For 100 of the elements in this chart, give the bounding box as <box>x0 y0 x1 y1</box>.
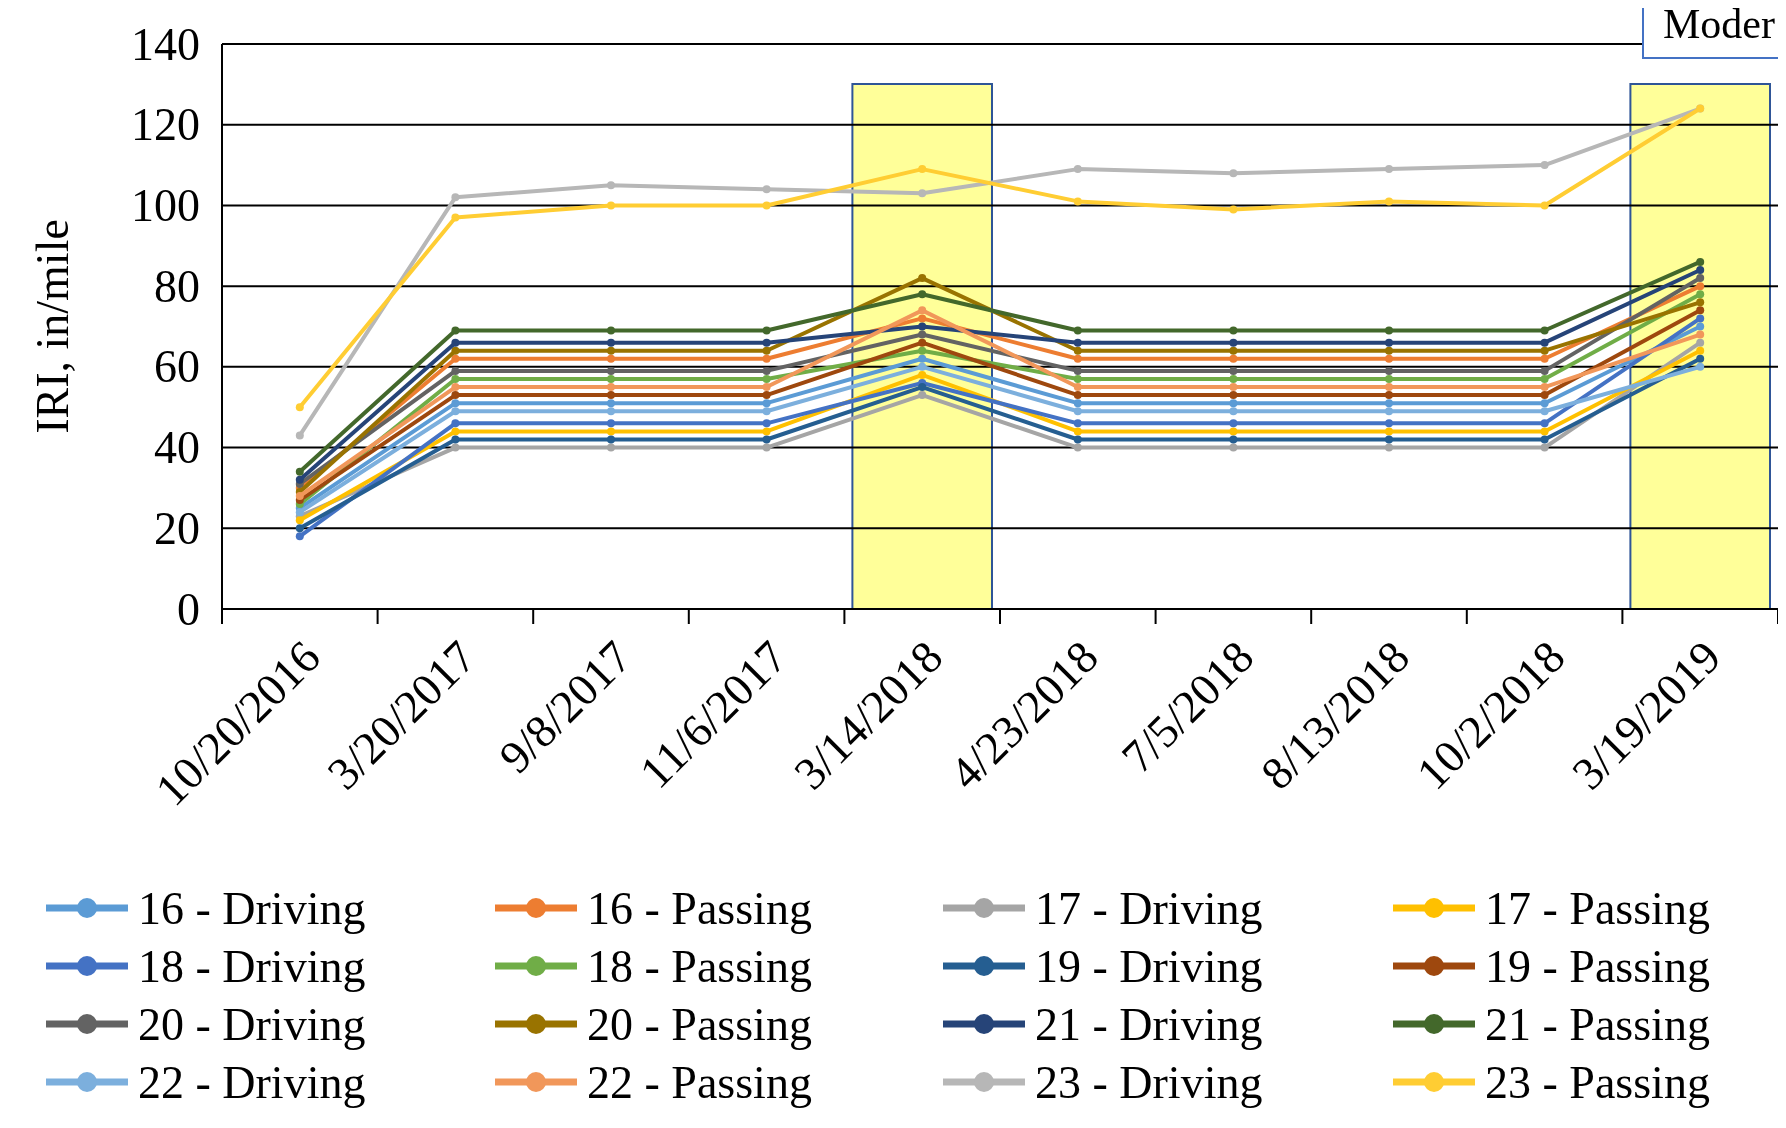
point <box>607 419 615 428</box>
point <box>1229 391 1238 400</box>
point <box>1385 326 1393 335</box>
y-tick-label: 140 <box>131 18 200 70</box>
legend-label: 19 - Passing <box>1485 940 1710 992</box>
point <box>1229 419 1238 428</box>
point <box>1540 391 1549 400</box>
point <box>295 475 304 484</box>
point <box>762 399 771 408</box>
point <box>1385 354 1393 363</box>
point <box>1073 165 1082 174</box>
point <box>1385 407 1393 416</box>
point <box>918 306 927 315</box>
y-tick-label: 20 <box>154 502 200 554</box>
point <box>451 354 460 363</box>
point <box>607 338 615 347</box>
point <box>1073 419 1082 428</box>
point <box>451 383 460 392</box>
point <box>1696 330 1705 339</box>
point <box>918 165 927 174</box>
point <box>1696 314 1705 323</box>
point <box>607 443 615 452</box>
point <box>1229 326 1238 335</box>
legend-label: 23 - Passing <box>1485 1056 1710 1108</box>
point <box>918 346 927 355</box>
point <box>1540 407 1549 416</box>
point <box>762 366 771 375</box>
point <box>607 435 615 444</box>
legend-label: 16 - Driving <box>138 882 366 934</box>
point <box>295 516 304 525</box>
legend-label: 18 - Passing <box>587 940 812 992</box>
point <box>762 443 771 452</box>
point <box>1385 197 1393 206</box>
point <box>1385 427 1393 436</box>
point <box>607 407 615 416</box>
point <box>607 354 615 363</box>
point <box>1073 443 1082 452</box>
point <box>1073 197 1082 206</box>
point <box>1385 338 1393 347</box>
point <box>1073 326 1082 335</box>
legend-label: 17 - Passing <box>1485 882 1710 934</box>
point <box>1540 383 1549 392</box>
point <box>1385 165 1393 174</box>
point <box>1540 399 1549 408</box>
point <box>1540 161 1549 170</box>
point <box>1540 346 1549 355</box>
legend-label: 21 - Driving <box>1035 998 1263 1050</box>
point <box>1229 354 1238 363</box>
point <box>295 532 304 541</box>
point <box>451 213 460 222</box>
point <box>607 366 615 375</box>
point <box>1696 290 1705 299</box>
point <box>1540 201 1549 210</box>
y-tick-label: 60 <box>154 341 200 393</box>
point <box>451 346 460 355</box>
point <box>607 427 615 436</box>
y-tick-label: 40 <box>154 422 200 474</box>
point <box>1385 419 1393 428</box>
point <box>1229 407 1238 416</box>
point <box>918 354 927 363</box>
point <box>607 391 615 400</box>
point <box>1229 346 1238 355</box>
point <box>918 290 927 299</box>
legend-label: 16 - Passing <box>587 882 812 934</box>
point <box>762 354 771 363</box>
point <box>1696 282 1705 291</box>
point <box>1073 374 1082 383</box>
point <box>1696 274 1705 283</box>
point <box>1696 354 1705 363</box>
point <box>1540 338 1549 347</box>
point <box>918 314 927 323</box>
point <box>918 370 927 379</box>
point <box>1229 169 1238 178</box>
point <box>1229 443 1238 452</box>
point <box>451 366 460 375</box>
point <box>762 435 771 444</box>
point <box>1073 366 1082 375</box>
point <box>295 431 304 440</box>
point <box>918 362 927 371</box>
point <box>1073 383 1082 392</box>
y-axis-title: IRI, in/mile <box>27 219 78 434</box>
point <box>607 399 615 408</box>
point <box>451 374 460 383</box>
point <box>918 322 927 331</box>
point <box>1385 443 1393 452</box>
legend-label: 22 - Passing <box>587 1056 812 1108</box>
point <box>451 326 460 335</box>
point <box>1229 374 1238 383</box>
point <box>1385 399 1393 408</box>
legend-label: 22 - Driving <box>138 1056 366 1108</box>
point <box>1540 427 1549 436</box>
point <box>607 326 615 335</box>
point <box>1696 338 1705 347</box>
point <box>1696 322 1705 331</box>
point <box>762 185 771 194</box>
point <box>1073 354 1082 363</box>
y-tick-label: 0 <box>177 583 200 635</box>
point <box>1229 383 1238 392</box>
point <box>295 524 304 533</box>
point <box>1540 354 1549 363</box>
